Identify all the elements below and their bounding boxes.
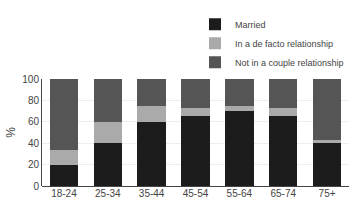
svg-text:18-24: 18-24	[51, 188, 77, 199]
svg-text:65-74: 65-74	[270, 188, 296, 199]
svg-text:45-54: 45-54	[183, 188, 209, 199]
svg-text:0: 0	[33, 181, 39, 192]
svg-text:60: 60	[28, 116, 40, 127]
svg-text:40: 40	[28, 138, 40, 149]
svg-text:75+: 75+	[319, 188, 336, 199]
svg-text:Married: Married	[235, 20, 266, 30]
svg-text:Not in a couple relationship: Not in a couple relationship	[235, 58, 344, 68]
svg-text:In a de facto relationship: In a de facto relationship	[235, 39, 333, 49]
svg-text:100: 100	[22, 74, 39, 85]
svg-text:35-44: 35-44	[139, 188, 165, 199]
svg-text:%: %	[4, 127, 18, 138]
svg-text:55-64: 55-64	[227, 188, 253, 199]
svg-text:20: 20	[28, 159, 40, 170]
svg-text:80: 80	[28, 95, 40, 106]
svg-text:25-34: 25-34	[95, 188, 121, 199]
